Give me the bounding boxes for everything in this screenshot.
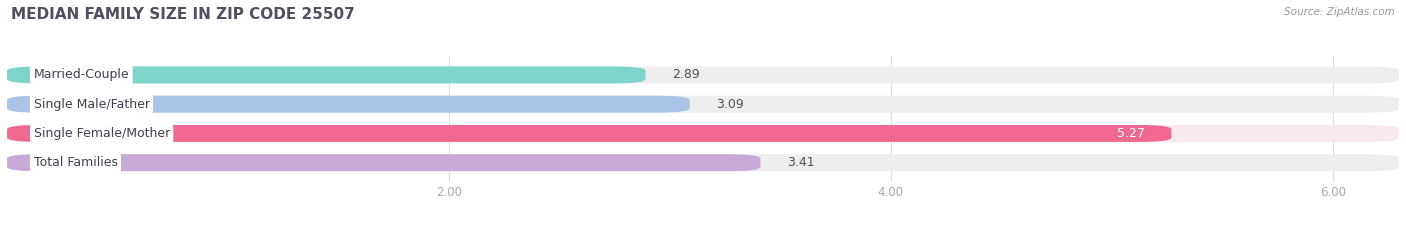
- FancyBboxPatch shape: [7, 96, 1399, 113]
- Text: 3.41: 3.41: [787, 156, 814, 169]
- Text: Single Female/Mother: Single Female/Mother: [34, 127, 170, 140]
- Text: Total Families: Total Families: [34, 156, 118, 169]
- Text: 2.89: 2.89: [672, 69, 700, 82]
- Text: 3.09: 3.09: [716, 98, 744, 111]
- FancyBboxPatch shape: [7, 125, 1399, 142]
- FancyBboxPatch shape: [7, 66, 645, 83]
- FancyBboxPatch shape: [7, 154, 1399, 171]
- Text: Source: ZipAtlas.com: Source: ZipAtlas.com: [1284, 7, 1395, 17]
- FancyBboxPatch shape: [7, 125, 1171, 142]
- Text: MEDIAN FAMILY SIZE IN ZIP CODE 25507: MEDIAN FAMILY SIZE IN ZIP CODE 25507: [11, 7, 354, 22]
- Text: Married-Couple: Married-Couple: [34, 69, 129, 82]
- FancyBboxPatch shape: [7, 154, 761, 171]
- FancyBboxPatch shape: [7, 96, 690, 113]
- Text: 5.27: 5.27: [1116, 127, 1144, 140]
- FancyBboxPatch shape: [7, 66, 1399, 83]
- Text: Single Male/Father: Single Male/Father: [34, 98, 149, 111]
